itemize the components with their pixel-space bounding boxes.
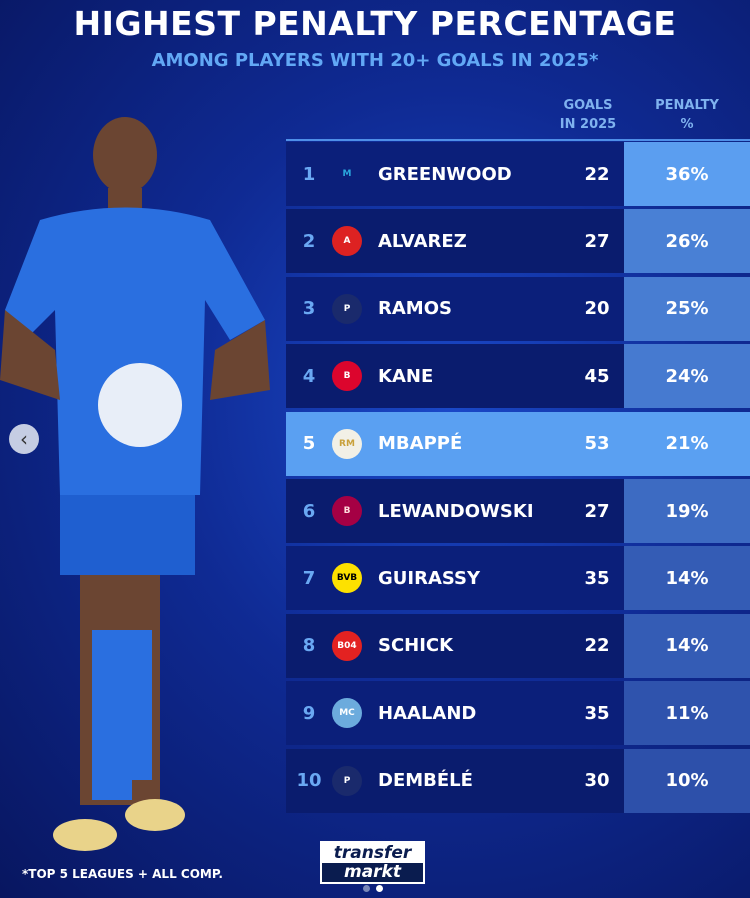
player-name: SCHICK — [378, 635, 454, 657]
rank: 7 — [302, 567, 316, 589]
logo-line2: markt — [322, 863, 423, 882]
transfermarkt-logo: transfer markt — [320, 841, 425, 884]
penalty-pct-cell: 14% — [624, 546, 750, 611]
club-crest-icon: P — [332, 293, 362, 324]
header-penalty-line2: % — [680, 117, 694, 132]
logo-line1: transfer — [333, 843, 412, 863]
chevron-left-icon: ‹ — [20, 427, 28, 451]
penalty-pct-cell: 10% — [624, 748, 750, 813]
goals-value: 27 — [584, 230, 610, 252]
player-name: GUIRASSY — [378, 567, 481, 589]
penalty-pct-cell: 25% — [624, 276, 750, 341]
club-crest-icon: B — [332, 496, 362, 526]
goals-value: 22 — [584, 163, 610, 185]
penalty-pct-cell: 26% — [624, 209, 750, 274]
rank: 8 — [302, 635, 316, 657]
carousel-dot[interactable] — [363, 885, 370, 892]
carousel-dots — [363, 885, 383, 892]
player-name: ALVAREZ — [378, 230, 467, 252]
row-info: 2 A ALVAREZ 27 — [286, 209, 624, 274]
rank: 2 — [302, 230, 316, 252]
rank: 6 — [302, 500, 316, 522]
player-name: LEWANDOWSKI — [378, 500, 534, 522]
table-row: 10 P DEMBÉLÉ 30 10% — [286, 748, 750, 813]
table-row: 8 B04 SCHICK 22 14% — [286, 613, 750, 678]
player-name: DEMBÉLÉ — [378, 770, 473, 792]
goals-value: 22 — [584, 635, 610, 657]
club-crest-icon: B04 — [332, 630, 362, 661]
header-penalty: PENALTY% — [640, 96, 734, 134]
club-crest-icon: MC — [332, 698, 362, 729]
header-divider — [286, 139, 750, 141]
goals-value: 27 — [584, 500, 610, 522]
row-info: 4 B KANE 45 — [286, 344, 624, 409]
rank: 3 — [302, 298, 316, 320]
table-row: 9 MC HAALAND 35 11% — [286, 681, 750, 746]
row-info: 7 BVB GUIRASSY 35 — [286, 546, 624, 611]
player-name: HAALAND — [378, 702, 477, 724]
header-penalty-line1: PENALTY — [655, 98, 719, 113]
club-crest-icon: A — [332, 226, 362, 257]
header-goals-line1: GOALS — [563, 98, 613, 113]
footnote: *TOP 5 LEAGUES + ALL COMP. — [22, 867, 223, 881]
table-row: 5 RM MBAPPÉ 53 21% — [286, 411, 750, 476]
rank: 4 — [302, 365, 316, 387]
club-crest-icon: B — [332, 361, 362, 392]
rank: 10 — [296, 770, 322, 792]
penalty-pct-cell: 36% — [624, 142, 750, 206]
goals-value: 35 — [584, 702, 610, 724]
penalty-pct-cell: 24% — [624, 344, 750, 409]
club-crest-icon: BVB — [332, 563, 362, 594]
club-crest-icon: M — [342, 169, 352, 179]
goals-value: 53 — [584, 433, 610, 455]
rank: 1 — [302, 163, 316, 185]
club-crest-icon: P — [332, 765, 362, 796]
player-photo — [0, 117, 270, 851]
table-row: 7 BVB GUIRASSY 35 14% — [286, 546, 750, 611]
penalty-pct-cell: 21% — [624, 411, 750, 476]
goals-value: 45 — [584, 365, 610, 387]
goals-value: 35 — [584, 567, 610, 589]
carousel-prev-button[interactable]: ‹ — [9, 424, 39, 454]
row-info: 3 P RAMOS 20 — [286, 276, 624, 341]
goals-value: 30 — [584, 770, 610, 792]
header-goals-line2: IN 2025 — [559, 117, 617, 132]
club-crest-icon: RM — [332, 428, 362, 459]
table-row: 3 P RAMOS 20 25% — [286, 276, 750, 341]
row-info: 9 MC HAALAND 35 — [286, 681, 624, 746]
player-name: MBAPPÉ — [378, 433, 463, 455]
penalty-pct-cell: 11% — [624, 681, 750, 746]
player-name: GREENWOOD — [378, 163, 512, 185]
page-title: HIGHEST PENALTY PERCENTAGE — [73, 4, 677, 43]
page-subtitle: AMONG PLAYERS WITH 20+ GOALS IN 2025* — [151, 50, 599, 71]
row-info: 6 B LEWANDOWSKI 27 — [286, 479, 624, 543]
row-info: 1 M GREENWOOD 22 — [286, 142, 624, 206]
row-info: 8 B04 SCHICK 22 — [286, 613, 624, 678]
rank: 5 — [302, 433, 316, 455]
table-row: 2 A ALVAREZ 27 26% — [286, 209, 750, 274]
table-row: 6 B LEWANDOWSKI 27 19% — [286, 479, 750, 543]
table-row: 4 B KANE 45 24% — [286, 344, 750, 409]
row-info: 10 P DEMBÉLÉ 30 — [286, 748, 624, 813]
goals-value: 20 — [584, 298, 610, 320]
header-goals: GOALS IN 2025 — [556, 96, 620, 134]
penalty-pct-cell: 14% — [624, 613, 750, 678]
penalty-pct-cell: 19% — [624, 479, 750, 543]
rank: 9 — [302, 702, 316, 724]
row-info: 5 RM MBAPPÉ 53 — [286, 411, 624, 476]
carousel-dot-active[interactable] — [376, 885, 383, 892]
table-row: 1 M GREENWOOD 22 36% — [286, 142, 750, 206]
player-name: RAMOS — [378, 298, 452, 320]
player-name: KANE — [378, 365, 434, 387]
